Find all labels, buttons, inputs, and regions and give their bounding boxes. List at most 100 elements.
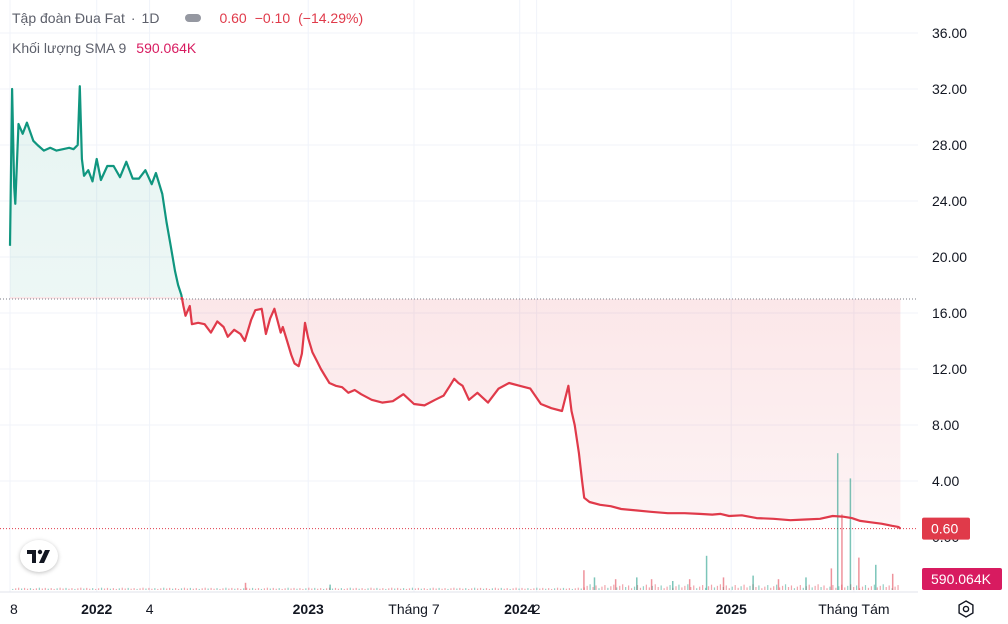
volume-bar [604, 585, 606, 590]
volume-spike [244, 582, 247, 590]
volume-bar [779, 587, 781, 590]
tradingview-logo-icon[interactable] [20, 540, 58, 572]
volume-bar [592, 587, 594, 590]
volume-bar [278, 588, 280, 590]
volume-bar [799, 585, 801, 590]
visibility-toggle-icon[interactable] [185, 14, 202, 22]
volume-spike [805, 577, 807, 590]
volume-bar [77, 588, 79, 590]
volume-bar [272, 587, 274, 590]
volume-bar [731, 586, 733, 590]
volume-bar [488, 588, 491, 590]
volume-bar [610, 586, 612, 590]
volume-bar [83, 588, 85, 590]
volume-spike [329, 584, 331, 590]
volume-bar [471, 588, 473, 590]
volume-bar [447, 588, 449, 590]
volume-bar [62, 588, 64, 590]
volume-bar [109, 588, 112, 590]
gear-icon[interactable] [957, 600, 975, 618]
volume-bar [240, 588, 242, 590]
y-tick-label: 8.00 [932, 417, 959, 433]
volume-bar [148, 587, 150, 590]
y-tick-label: 20.00 [932, 249, 967, 265]
volume-bar [509, 588, 511, 590]
volume-bar [639, 587, 642, 590]
volume-bar [68, 588, 70, 590]
volume-bar [521, 587, 523, 590]
volume-bar [417, 587, 419, 590]
volume-bar [710, 584, 713, 590]
volume-bar [65, 587, 67, 590]
volume-bar [728, 588, 730, 590]
volume-bar [601, 586, 603, 590]
volume-bar [35, 588, 38, 590]
volume-bar [391, 587, 393, 590]
volume-bar [112, 588, 114, 590]
volume-bar [764, 586, 766, 590]
volume-bar [482, 588, 485, 590]
x-tick-label: 2024 [504, 601, 535, 617]
volume-bar [299, 588, 301, 590]
volume-bar [115, 588, 117, 590]
volume-bar [802, 587, 804, 590]
volume-spike [858, 557, 860, 590]
volume-bar [485, 588, 488, 590]
volume-indicator-label[interactable]: Khối lượng SMA 9 [12, 40, 127, 56]
volume-bar [456, 588, 458, 590]
volume-bar [687, 584, 689, 590]
price-line-down [180, 297, 902, 530]
volume-bar [269, 588, 271, 590]
volume-bar [432, 587, 434, 590]
volume-bar [669, 585, 671, 590]
volume-bar [607, 587, 609, 590]
volume-bar [243, 588, 245, 590]
y-tick-label: 12.00 [932, 361, 967, 377]
last-price-badge-bg [922, 517, 970, 540]
volume-bar [228, 588, 230, 590]
legend-volume[interactable]: Khối lượng SMA 9 590.064K [12, 40, 196, 56]
volume-spike [614, 579, 617, 590]
volume-bar [166, 588, 168, 590]
volume-bar [323, 588, 325, 590]
volume-bar [630, 588, 633, 590]
volume-bar [553, 588, 556, 590]
volume-bar [382, 588, 384, 590]
volume-bar [861, 586, 864, 590]
interval-label[interactable]: 1D [141, 10, 160, 26]
volume-bar [293, 587, 295, 590]
volume-bar [80, 587, 82, 590]
legend-main[interactable]: Tập đoàn Đua Fat · 1D 0.60 −0.10 (−14.29… [12, 10, 363, 26]
volume-bar [844, 587, 846, 590]
volume-bar [847, 585, 849, 590]
volume-bar [136, 588, 138, 590]
volume-bar [719, 584, 721, 590]
symbol-title[interactable]: Tập đoàn Đua Fat [12, 10, 125, 26]
volume-bar [740, 586, 742, 590]
volume-bar [888, 585, 890, 590]
volume-bar [826, 588, 828, 590]
volume-bar [361, 588, 363, 590]
volume-bar [574, 588, 576, 590]
volume-bar [263, 588, 265, 590]
volume-bar [882, 584, 884, 590]
volume-bar [74, 588, 76, 590]
volume-bar [207, 588, 209, 590]
volume-spike [891, 573, 894, 590]
volume-bar [716, 585, 719, 590]
volume-bar [479, 587, 482, 590]
volume-bar [870, 586, 873, 590]
volume-bar [678, 584, 680, 590]
volume-bar [320, 588, 322, 590]
price-axis[interactable]: 4.00 8.00 12.00 16.00 20.00 24.00 28.00 32.00 36… [932, 25, 967, 545]
volume-bar [811, 587, 813, 590]
volume-bar [189, 587, 191, 590]
volume-bar [734, 585, 736, 590]
volume-bar [198, 588, 200, 590]
volume-bar [248, 588, 251, 590]
volume-bar [106, 587, 109, 590]
volume-bar [693, 585, 695, 590]
